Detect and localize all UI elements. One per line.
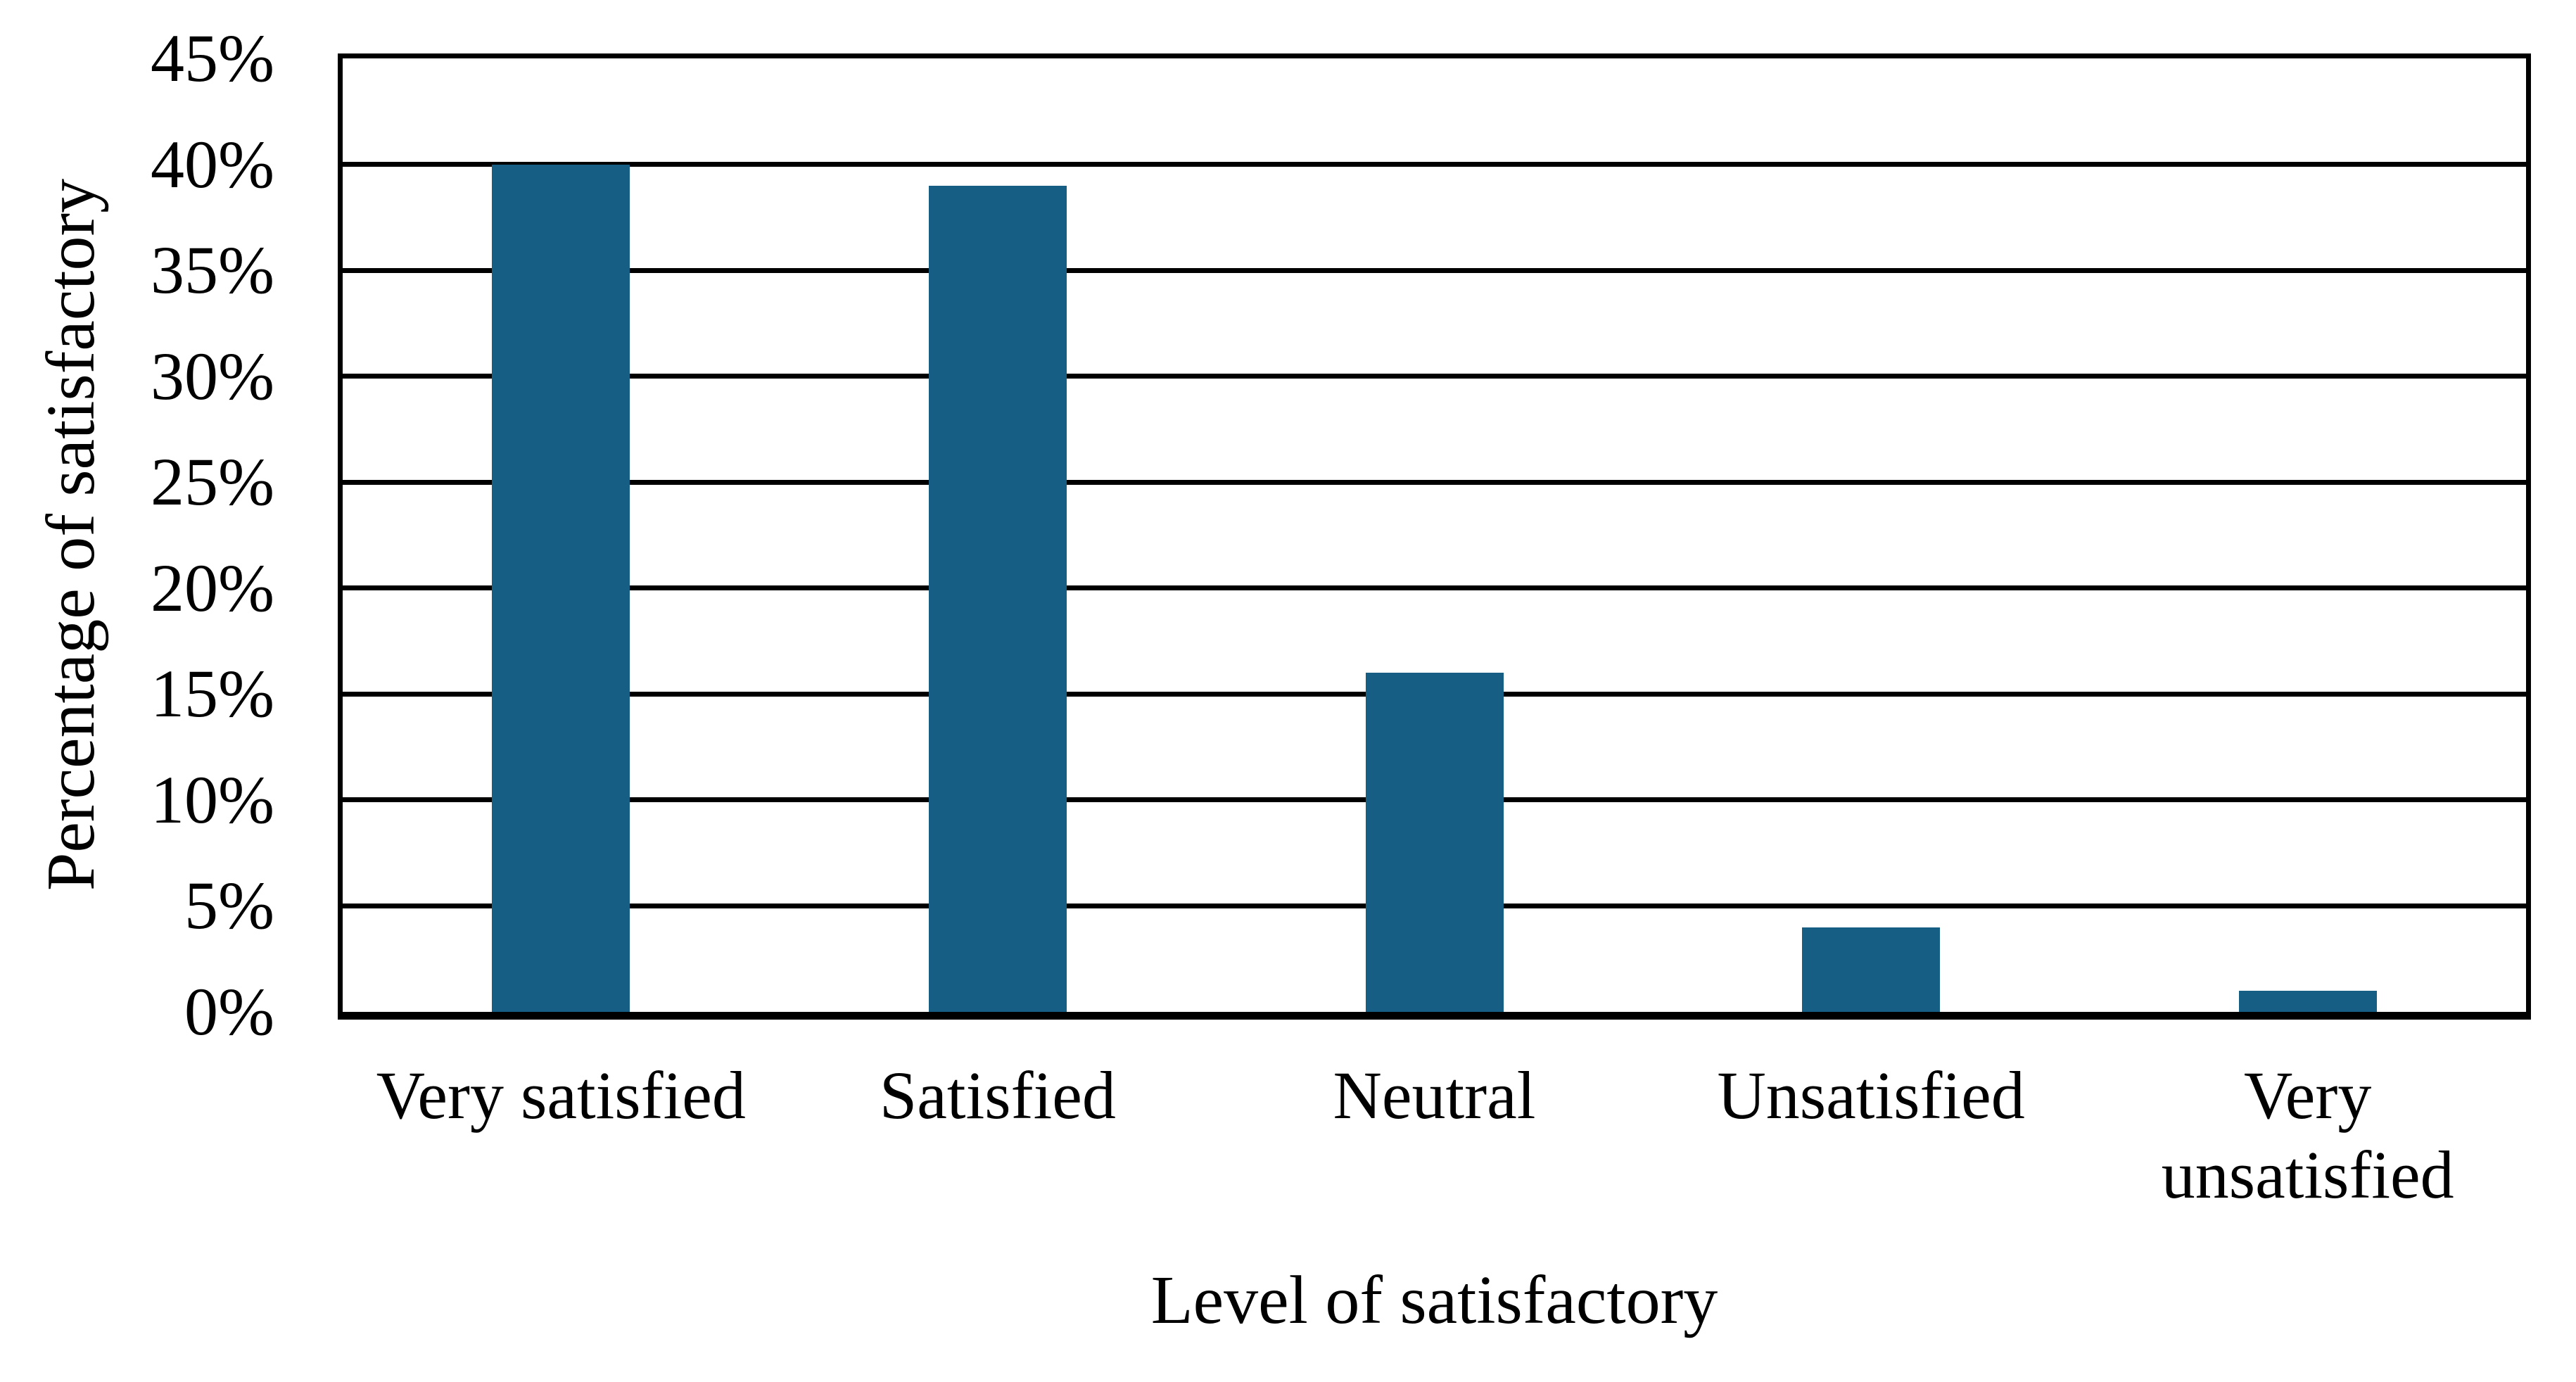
y-tick-label-45: 45% bbox=[151, 20, 274, 96]
y-axis-title: Percentage of satisfactory bbox=[33, 178, 109, 892]
y-gridline-40 bbox=[343, 162, 2526, 167]
plot-area bbox=[338, 53, 2531, 1020]
y-tick-label-35: 35% bbox=[151, 232, 274, 308]
x-category-label-unsatisfied: Unsatisfied bbox=[1717, 1058, 2025, 1133]
y-tick-label-25: 25% bbox=[151, 444, 274, 520]
y-gridline-25 bbox=[343, 479, 2526, 485]
x-category-label-neutral: Neutral bbox=[1333, 1058, 1536, 1133]
y-tick-label-20: 20% bbox=[151, 550, 274, 626]
bar-very-satisfied bbox=[492, 164, 630, 1012]
bar-satisfied bbox=[928, 185, 1067, 1012]
y-gridline-35 bbox=[343, 267, 2526, 273]
x-category-label-very-satisfied: Very satisfied bbox=[376, 1058, 746, 1133]
y-tick-label-30: 30% bbox=[151, 338, 274, 414]
y-tick-label-40: 40% bbox=[151, 126, 274, 202]
y-tick-label-5: 5% bbox=[184, 868, 274, 944]
y-tick-label-10: 10% bbox=[151, 761, 274, 837]
x-category-label-very-unsatisfied: Very unsatisfied bbox=[2161, 1058, 2454, 1213]
y-tick-label-15: 15% bbox=[151, 656, 274, 732]
x-axis-title: Level of satisfactory bbox=[1150, 1262, 1718, 1338]
bar-neutral bbox=[1365, 673, 1504, 1012]
y-tick-label-0: 0% bbox=[184, 974, 274, 1049]
bar-very-unsatisfied bbox=[2238, 990, 2377, 1012]
y-gridline-20 bbox=[343, 585, 2526, 591]
bar-unsatisfied bbox=[1802, 927, 1941, 1012]
plot-inner bbox=[343, 58, 2526, 1012]
y-gridline-30 bbox=[343, 374, 2526, 379]
x-category-label-satisfied: Satisfied bbox=[879, 1058, 1116, 1133]
